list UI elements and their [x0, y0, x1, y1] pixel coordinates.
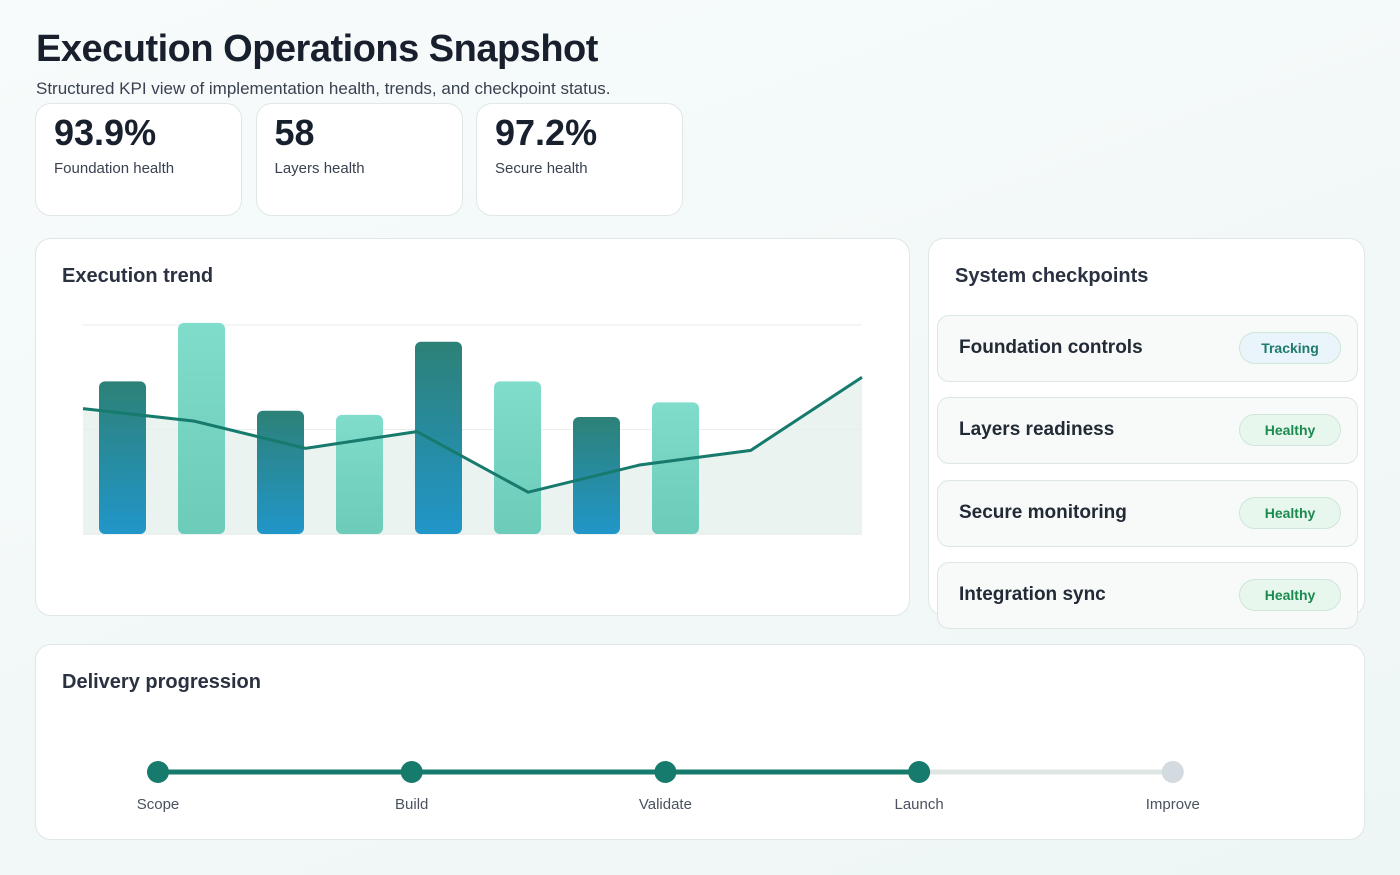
card-title: Execution trend [62, 265, 214, 287]
checkpoint-row: Layers readiness Healthy [937, 397, 1358, 465]
kpi-label: Secure health [495, 160, 588, 177]
checkpoint-name: Layers readiness [959, 419, 1115, 441]
kpi-card: 58 Layers health [255, 103, 463, 216]
checkpoint-name: Integration sync [959, 583, 1106, 605]
step-dot [400, 761, 423, 783]
checkpoint-row: Integration sync Healthy [937, 561, 1358, 629]
kpi-label: Foundation health [54, 160, 175, 177]
step-dot [908, 761, 931, 783]
status-pill: Healthy [1239, 496, 1341, 529]
trend-chart [82, 322, 863, 535]
card-title: Delivery progression [62, 671, 261, 693]
trend-card: Execution trend [35, 238, 910, 616]
kpi-value: 58 [274, 112, 315, 153]
status-pill: Healthy [1239, 414, 1341, 447]
step-label: Improve [1146, 796, 1200, 813]
bar [257, 410, 304, 534]
step-label: Scope [137, 796, 180, 813]
step-label: Launch [894, 796, 943, 813]
kpi-label: Layers health [274, 160, 365, 177]
step-label: Build [395, 796, 428, 813]
bar [99, 381, 146, 534]
kpi-card: 93.9% Foundation health [35, 103, 242, 216]
step-dot [147, 761, 169, 783]
progression-card: Delivery progression Scope Build Validate L… [35, 644, 1365, 840]
checkpoint-name: Foundation controls [959, 337, 1143, 358]
trend-line [82, 375, 863, 494]
bar [178, 322, 225, 534]
card-title: System checkpoints [955, 265, 1149, 287]
step-label: Validate [639, 796, 692, 813]
kpi-value: 97.2% [495, 112, 598, 153]
kpi-value: 93.9% [54, 112, 157, 153]
kpi-card: 97.2% Secure health [476, 103, 683, 216]
checkpoint-row: Foundation controls Tracking [937, 315, 1358, 382]
step-dot [654, 761, 677, 783]
subtitle: Structured KPI view of implementation he… [36, 79, 611, 98]
status-pill: Healthy [1239, 578, 1341, 611]
checkpoint-row: Secure monitoring Healthy [937, 479, 1358, 547]
checkpoints-card: System checkpoints Foundation controls Tr… [928, 238, 1365, 629]
bar [415, 341, 462, 534]
bar [494, 381, 541, 534]
page-title: Execution Operations Snapshot [36, 28, 598, 70]
bar [652, 402, 699, 534]
bar [336, 414, 383, 534]
checkpoint-name: Secure monitoring [959, 501, 1127, 523]
status-pill: Tracking [1239, 332, 1341, 364]
progression-track: Scope Build Validate Launch Improve [137, 761, 1200, 813]
step-dot [1161, 761, 1184, 783]
